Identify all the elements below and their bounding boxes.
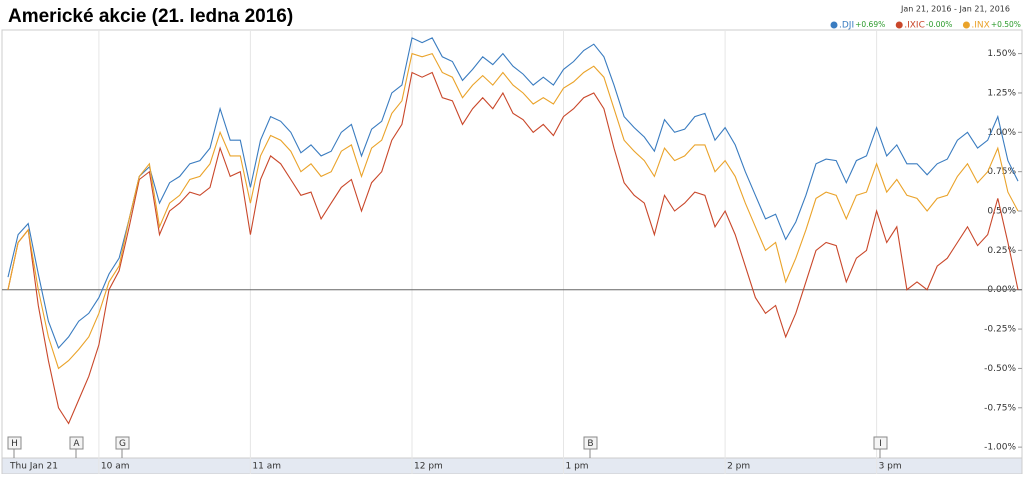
x-tick-label: 12 pm (414, 462, 443, 472)
event-flag (873, 436, 888, 450)
event-flag (7, 436, 22, 450)
event-label: A (73, 439, 80, 449)
legend-swatch (830, 21, 838, 29)
y-tick-label: -0.50% (984, 364, 1016, 374)
x-tick-label: 1 pm (566, 462, 589, 472)
y-tick-label: -0.75% (984, 403, 1016, 413)
legend-change: +0.69% (855, 20, 885, 29)
y-tick-label: 1.50% (987, 49, 1016, 59)
series-line (7, 71, 1019, 425)
time-axis-strip (1, 457, 1023, 475)
x-tick-label: 2 pm (727, 462, 750, 472)
legend-swatch (895, 21, 903, 29)
legend-change: -0.00% (926, 20, 953, 29)
x-tick-label: 11 am (252, 462, 281, 472)
event-flag (115, 436, 130, 450)
x-tick-label: 3 pm (879, 462, 902, 472)
legend-swatch (962, 21, 970, 29)
legend-name: .DJI (839, 21, 854, 31)
y-tick-label: 0.50% (987, 207, 1016, 217)
event-label: I (879, 439, 882, 449)
y-tick-label: -0.25% (984, 325, 1016, 335)
legend-change: +0.50% (991, 20, 1021, 29)
y-tick-label: -1.00% (984, 443, 1016, 453)
plot-frame (1, 29, 1023, 459)
chart-title: Americké akcie (21. ledna 2016) (8, 6, 293, 27)
y-tick-label: 0.75% (987, 167, 1016, 177)
series-line (7, 37, 1019, 350)
x-tick-label: 10 am (101, 462, 130, 472)
event-label: H (11, 439, 18, 449)
event-label: B (587, 439, 593, 449)
date-range: Jan 21, 2016 - Jan 21, 2016 (900, 5, 1010, 14)
event-flag (583, 436, 598, 450)
series-line (7, 52, 1019, 370)
y-tick-label: 0.25% (987, 246, 1016, 256)
event-label: G (119, 439, 126, 449)
event-flag (69, 436, 84, 450)
legend-name: .IXIC (904, 21, 925, 31)
x-tick-label: Thu Jan 21 (9, 462, 58, 472)
legend-name: .INX (971, 21, 989, 31)
y-tick-label: 1.25% (987, 88, 1016, 98)
